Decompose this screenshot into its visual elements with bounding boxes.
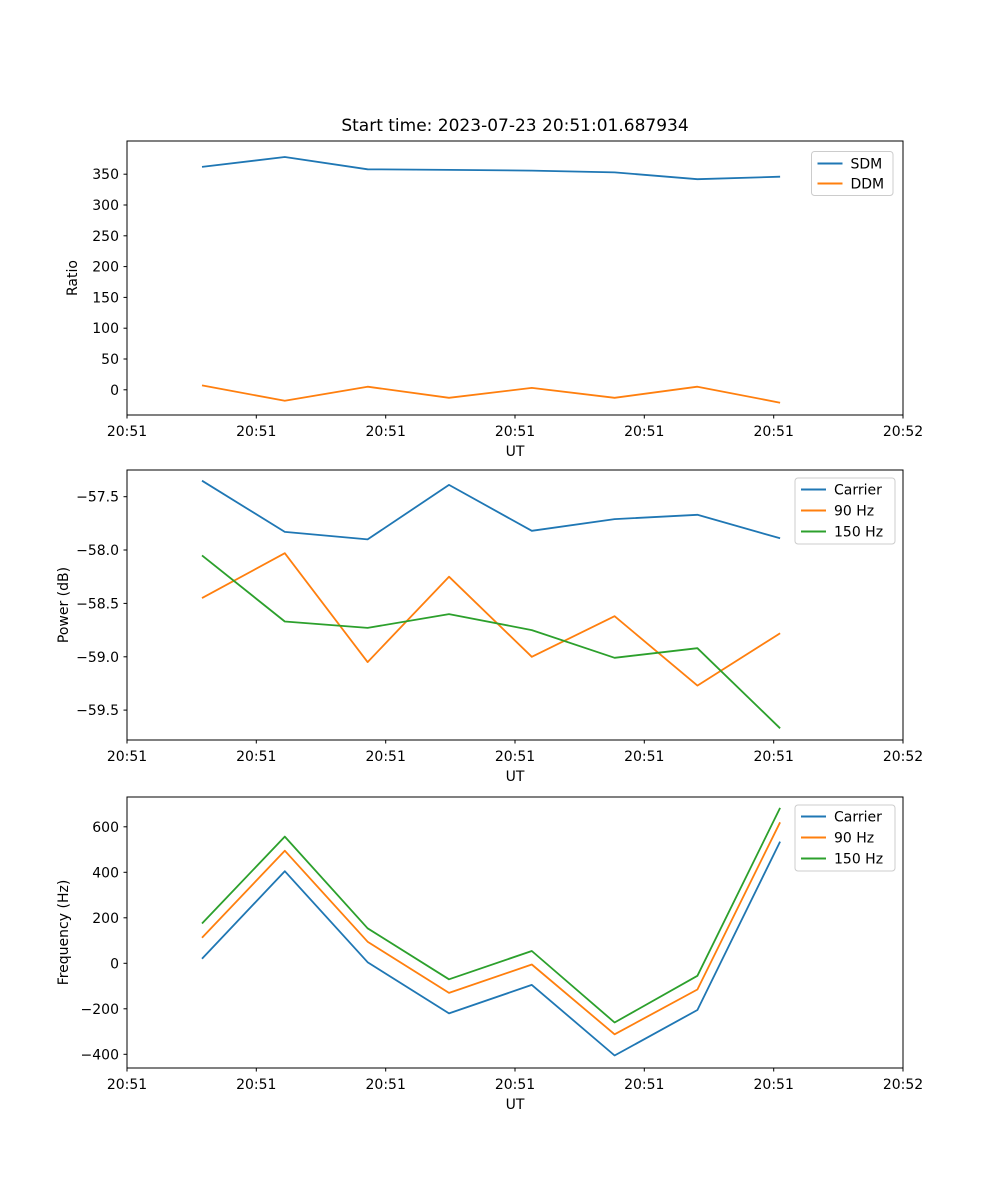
x-tick-label: 20:52 [883,749,923,765]
legend-box [794,477,896,545]
y-tick-label: 200 [92,260,119,276]
legend-label: 150 Hz [834,852,883,868]
y-tick-label: −200 [81,1002,119,1018]
legend-label: SDM [851,157,883,173]
y-tick-label: 150 [92,290,119,306]
y-tick-label: 0 [110,383,119,399]
series-line-90-hz [201,821,781,1036]
legend-label: 150 Hz [834,525,883,541]
x-tick-label: 20:51 [236,1077,276,1093]
subplot-3: 20:51 20:51 20:51 20:51 20:51 20:51 20:52 600 40… [56,796,923,1113]
legend-label: DDM [851,177,885,193]
y-axis-label: Ratio [65,260,81,296]
series-line-90-hz [201,552,781,687]
y-tick-label: 350 [92,167,119,183]
series-line-ddm [201,384,781,404]
x-axis-label: UT [506,1097,525,1113]
x-tick-label: 20:52 [883,1077,923,1093]
legend-label: Carrier [834,483,882,499]
x-tick-label: 20:51 [754,424,794,440]
x-tick-label: 20:51 [624,424,664,440]
x-tick-label: 20:51 [754,1077,794,1093]
chart-title: Start time: 2023-07-23 20:51:01.687934 [341,116,688,136]
y-tick-label: −58.5 [76,596,119,612]
subplot-2: 20:51 20:51 20:51 20:51 20:51 20:51 20:52 −57.5… [56,469,923,785]
series-line-150-hz [201,554,781,729]
series-line-sdm [201,156,781,181]
series-line-carrier [201,479,781,541]
x-tick-label: 20:51 [624,749,664,765]
x-axis-label: UT [506,444,525,460]
x-tick-label: 20:51 [236,424,276,440]
axes-frame [126,796,904,1069]
y-tick-label: −400 [81,1047,119,1063]
legend-label: 90 Hz [834,504,874,520]
subplot-1: 20:51 20:51 20:51 20:51 20:51 20:51 20:52 0 50 10… [65,116,923,460]
y-tick-label: 200 [92,911,119,927]
x-tick-label: 20:51 [754,749,794,765]
legend-box [794,804,896,872]
x-tick-label: 20:51 [366,1077,406,1093]
y-tick-label: 250 [92,229,119,245]
y-tick-label: 400 [92,865,119,881]
legend-label: 90 Hz [834,831,874,847]
x-tick-label: 20:51 [366,424,406,440]
y-tick-label: 50 [101,352,119,368]
x-tick-label: 20:51 [495,749,535,765]
y-tick-label: 0 [110,956,119,972]
x-tick-label: 20:51 [624,1077,664,1093]
x-tick-label: 20:51 [107,424,147,440]
x-tick-label: 20:51 [495,1077,535,1093]
y-tick-label: −58.0 [76,543,119,559]
axes-frame [126,469,904,741]
x-tick-label: 20:51 [107,1077,147,1093]
legend-label: Carrier [834,810,882,826]
y-tick-label: −59.0 [76,650,119,666]
series-line-150-hz [201,807,781,1024]
y-tick-label: 100 [92,321,119,337]
x-tick-label: 20:51 [495,424,535,440]
y-axis-label: Frequency (Hz) [56,880,72,986]
y-axis-label: Power (dB) [56,567,72,643]
y-tick-label: 600 [92,820,119,836]
series-line-carrier [201,841,781,1057]
x-axis-label: UT [506,769,525,785]
x-tick-label: 20:51 [107,749,147,765]
x-tick-label: 20:51 [366,749,406,765]
x-tick-label: 20:51 [236,749,276,765]
axes-frame [126,140,904,416]
y-tick-label: −57.5 [76,490,119,506]
x-tick-label: 20:52 [883,424,923,440]
y-tick-label: −59.5 [76,703,119,719]
y-tick-label: 300 [92,198,119,214]
